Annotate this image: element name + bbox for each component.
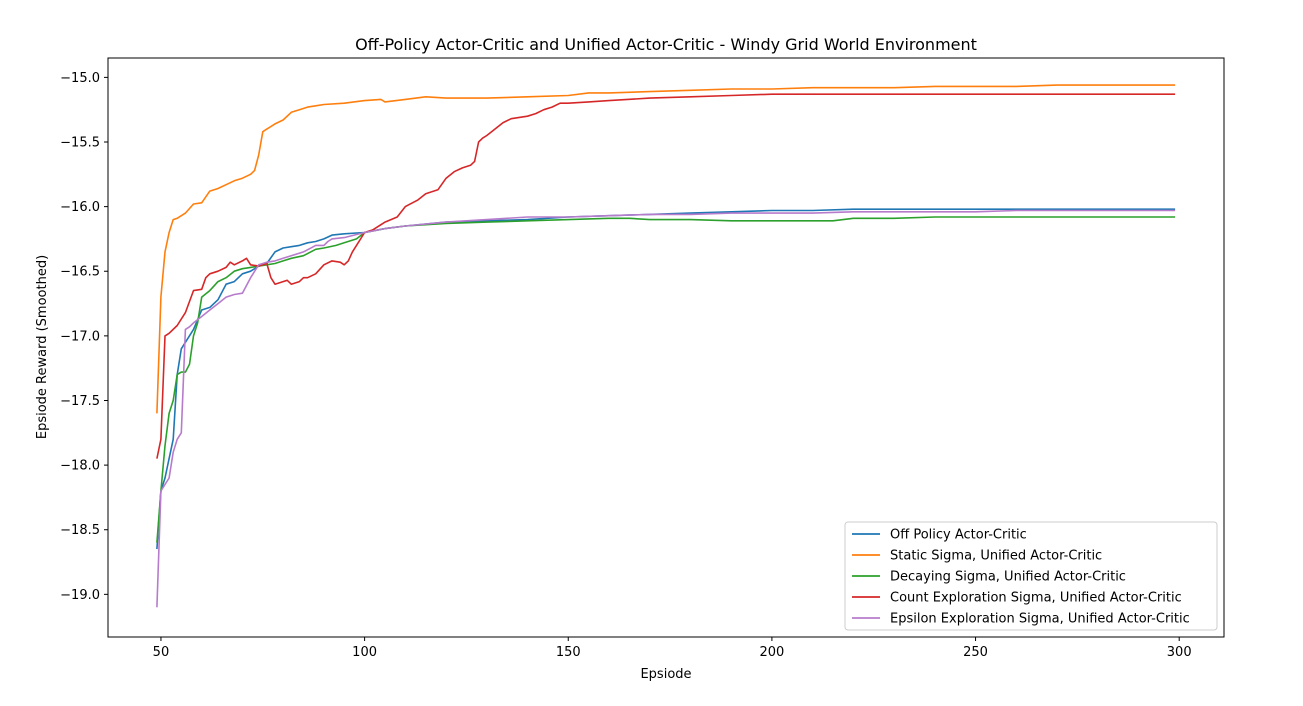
legend-label-5: Epsilon Exploration Sigma, Unified Actor… [890, 612, 1190, 627]
x-axis-ticks: 50 100 150 200 250 300 [153, 637, 1192, 660]
y-tick-label: −19.0 [60, 588, 100, 603]
y-tick-label: −15.0 [60, 71, 100, 86]
y-tick-label: −17.5 [60, 394, 100, 409]
y-tick-label: −16.0 [60, 200, 100, 215]
plot-frame [107, 57, 1225, 638]
legend-box [844, 521, 1218, 631]
y-tick-label: −18.0 [60, 459, 100, 474]
x-tick-label: 300 [1167, 645, 1192, 660]
y-axis-label: Epsiode Reward (Smoothed) [35, 255, 50, 439]
series-line-3 [156, 216, 1176, 543]
legend-label-2: Static Sigma, Unified Actor-Critic [890, 549, 1102, 564]
y-tick-label: −18.5 [60, 523, 100, 538]
series-layer [156, 84, 1176, 608]
series-line-1 [156, 208, 1176, 550]
x-tick-label: 100 [352, 645, 377, 660]
chart-title: Off-Policy Actor-Critic and Unified Acto… [355, 35, 977, 54]
legend: Off Policy Actor-Critic Static Sigma, Uni… [844, 521, 1218, 631]
y-tick-label: −17.0 [60, 329, 100, 344]
y-axis-ticks: −15.0 −15.5 −16.0 −16.5 −17.0 −17.5 −18.0 −18.5… [60, 71, 108, 603]
x-tick-label: 200 [759, 645, 784, 660]
series-line-2 [156, 84, 1176, 414]
legend-label-1: Off Policy Actor-Critic [890, 528, 1027, 543]
legend-label-4: Count Exploration Sigma, Unified Actor-C… [890, 591, 1182, 606]
y-tick-label: −16.5 [60, 265, 100, 280]
x-tick-label: 50 [153, 645, 170, 660]
x-tick-label: 150 [556, 645, 581, 660]
series-line-5 [156, 209, 1176, 608]
x-axis-label: Epsiode [640, 667, 691, 682]
y-tick-label: −15.5 [60, 136, 100, 151]
legend-label-3: Decaying Sigma, Unified Actor-Critic [890, 570, 1126, 585]
series-line-4 [156, 93, 1176, 459]
x-tick-label: 250 [963, 645, 988, 660]
